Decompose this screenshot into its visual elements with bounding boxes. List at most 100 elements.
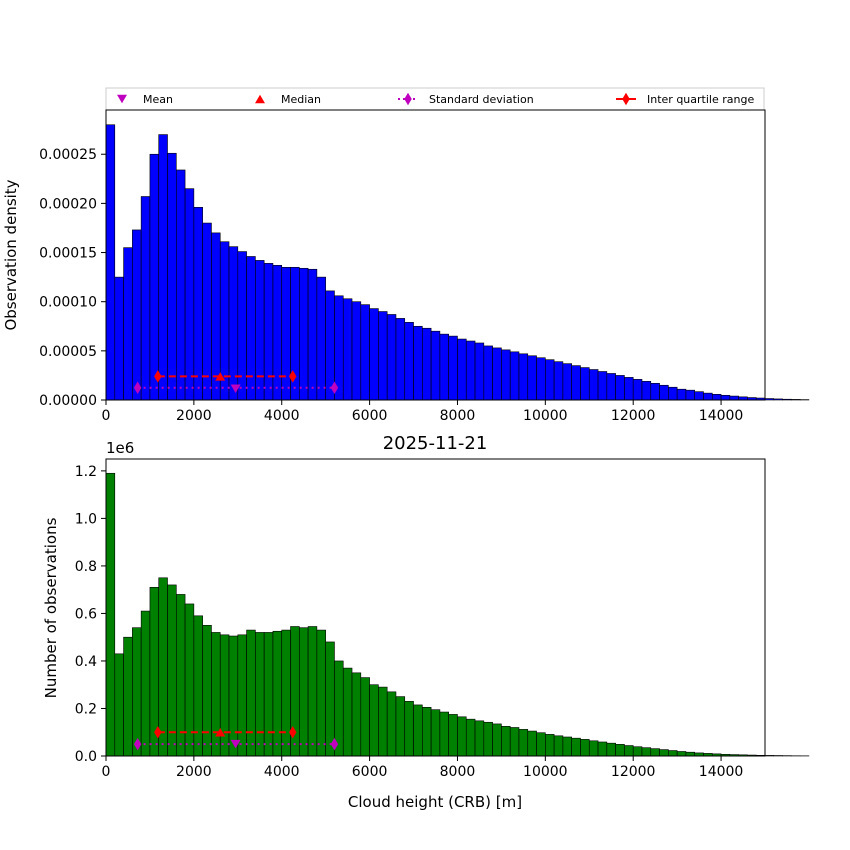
histogram-bar xyxy=(545,734,555,757)
legend-entry: Median xyxy=(255,93,321,106)
legend-label: Inter quartile range xyxy=(647,93,754,106)
histogram-bar xyxy=(518,729,529,757)
histogram-bar xyxy=(659,749,669,757)
histogram-bar xyxy=(773,398,783,401)
histogram-bar xyxy=(518,353,529,401)
count-histogram: 2025-11-21 1e6 0 2000 4000 6000 8000 10000 120… xyxy=(42,433,810,811)
iqr-upper-marker xyxy=(288,370,297,383)
histogram-bar xyxy=(140,196,151,401)
y-tick-label: 0.00005 xyxy=(39,344,97,360)
histogram-bar xyxy=(255,632,265,757)
histogram-bar xyxy=(430,709,441,757)
histogram-bar xyxy=(202,222,212,401)
histogram-bar xyxy=(175,169,186,401)
histogram-bar xyxy=(588,369,599,401)
histogram-bar xyxy=(439,711,449,757)
y-tick-label: 0.6 xyxy=(75,606,97,622)
histogram-bar xyxy=(132,229,142,401)
legend-label: Mean xyxy=(143,93,173,106)
histogram-bar xyxy=(562,736,572,757)
histogram-bar xyxy=(360,304,370,401)
histogram-bar xyxy=(351,672,362,757)
histogram-bar xyxy=(474,342,485,401)
histogram-bar xyxy=(580,367,590,401)
histogram-bar xyxy=(342,298,353,401)
histogram-bar xyxy=(132,627,142,757)
histogram-bar xyxy=(413,704,423,757)
count-scale-label: 1e6 xyxy=(106,439,134,457)
histogram-bar xyxy=(281,629,291,757)
histogram-bar xyxy=(123,636,133,757)
histogram-bar xyxy=(158,577,168,757)
histogram-bar xyxy=(105,124,116,401)
histogram-bar xyxy=(509,351,520,401)
histogram-bar xyxy=(263,632,274,757)
x-tick-label: 2000 xyxy=(176,764,212,780)
histogram-bar xyxy=(650,748,660,757)
y-tick-label: 0.00000 xyxy=(39,393,97,409)
histogram-bar xyxy=(641,747,652,757)
density-plot-frame xyxy=(105,109,766,401)
histogram-bar xyxy=(764,398,775,401)
histogram-bar xyxy=(457,338,467,401)
histogram-bar xyxy=(659,384,669,401)
histogram-bar xyxy=(237,634,247,757)
histogram-bar xyxy=(632,379,643,401)
y-tick-label: 1.2 xyxy=(75,464,97,480)
histogram-bar xyxy=(316,276,326,401)
y-tick-label: 0.00025 xyxy=(39,147,97,163)
y-tick-label: 0.00020 xyxy=(39,196,97,212)
histogram-bar xyxy=(668,750,678,757)
x-tick-label: 6000 xyxy=(352,408,388,424)
count-plot-frame xyxy=(105,458,766,757)
histogram-bar xyxy=(580,739,590,757)
histogram-bar xyxy=(378,686,388,757)
x-tick-label: 12000 xyxy=(611,408,656,424)
density-y-axis-label: Observation density xyxy=(2,179,20,330)
std-lower-marker xyxy=(133,381,142,394)
x-tick-label: 4000 xyxy=(264,408,300,424)
count-x-axis-label: Cloud height (CRB) [m] xyxy=(348,793,522,811)
legend-entry: Standard deviation xyxy=(398,92,534,106)
histogram-bar xyxy=(422,327,432,401)
histogram-bar xyxy=(272,630,283,757)
legend: Mean Median Standard deviation Inter quarti… xyxy=(105,87,765,111)
x-tick-label: 8000 xyxy=(440,408,476,424)
std-upper-marker xyxy=(330,381,339,394)
std-upper-marker xyxy=(330,737,339,751)
histogram-bar xyxy=(729,395,739,401)
density-statistics xyxy=(133,370,339,394)
histogram-bar xyxy=(325,290,335,401)
count-y-axis: 0.0 0.2 0.4 0.6 0.8 1.0 1.2 xyxy=(75,464,106,765)
histogram-bar xyxy=(465,340,476,401)
histogram-bar xyxy=(211,632,221,757)
histogram-bar xyxy=(483,721,493,757)
histogram-bar xyxy=(351,301,362,401)
histogram-bar xyxy=(386,691,397,757)
histogram-bar xyxy=(167,584,177,757)
histogram-bar xyxy=(448,335,458,401)
y-tick-label: 0.8 xyxy=(75,559,97,575)
x-tick-label: 4000 xyxy=(264,764,300,780)
histogram-bar xyxy=(404,322,414,401)
histogram-bar xyxy=(527,355,537,401)
median-marker xyxy=(215,372,226,381)
x-tick-label: 0 xyxy=(102,764,111,780)
median-marker xyxy=(215,727,226,737)
histogram-bar xyxy=(360,677,370,757)
histogram-bar xyxy=(474,720,485,757)
mean-marker xyxy=(230,739,241,749)
histogram-bar xyxy=(615,375,625,401)
histogram-bar xyxy=(720,394,731,401)
density-histogram: 0 2000 4000 6000 8000 10000 12000 14000 0.00000… xyxy=(2,109,810,424)
histogram-bar xyxy=(501,725,511,757)
histogram-bar xyxy=(668,386,678,401)
legend-label: Standard deviation xyxy=(429,93,534,106)
y-tick-label: 0.0 xyxy=(75,749,97,765)
legend-entry: Inter quartile range xyxy=(616,92,754,106)
histogram-bar xyxy=(676,751,687,757)
median-marker-icon xyxy=(255,94,265,104)
histogram-bar xyxy=(685,389,696,401)
y-tick-label: 0.4 xyxy=(75,654,97,670)
legend-label: Median xyxy=(281,93,321,106)
